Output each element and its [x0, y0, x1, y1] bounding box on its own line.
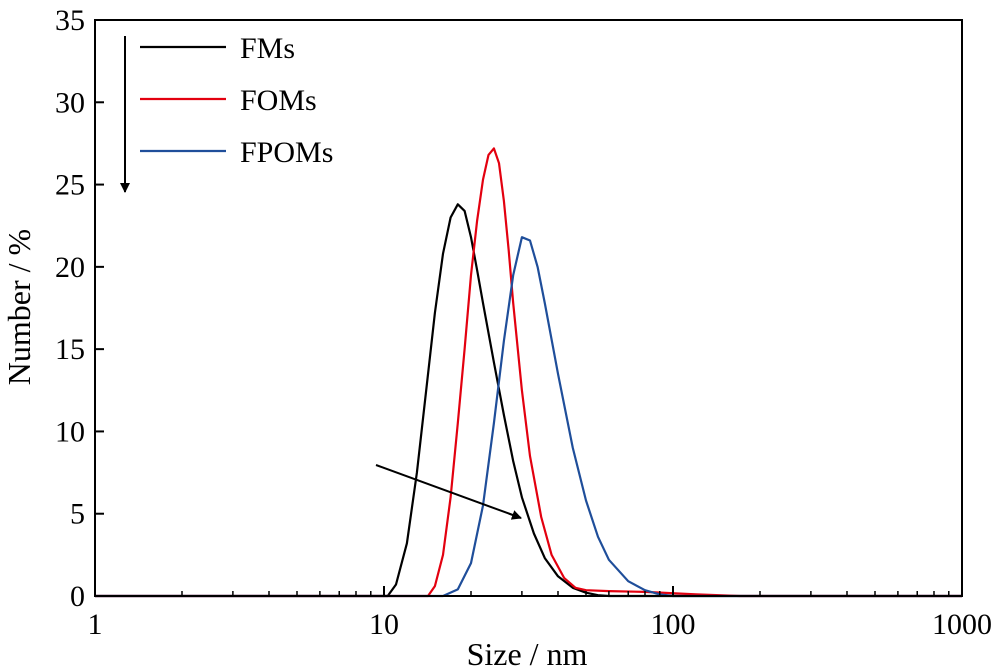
legend-label-fpoms: FPOMs — [240, 136, 333, 169]
x-tick-label: 1000 — [932, 608, 992, 641]
series-line-fms — [95, 203, 962, 598]
series-line-fpoms — [95, 236, 962, 598]
size-shift-arrow — [375, 464, 522, 520]
y-axis-title: Number / % — [1, 229, 37, 385]
axes-layer: 0 5 10 15 20 25 30 35 1 10 100 1000 — [55, 4, 992, 641]
y-tick-label: 20 — [55, 251, 85, 284]
x-tick-label: 1 — [88, 608, 103, 641]
x-tick-label: 100 — [651, 608, 696, 641]
legend: FMs FOMs FPOMs — [140, 32, 333, 169]
y-tick-label: 30 — [55, 86, 85, 119]
y-tick-label: 5 — [70, 498, 85, 531]
y-tick-label: 0 — [70, 580, 85, 613]
x-axis-title: Size / nm — [467, 636, 588, 669]
x-tick-label: 10 — [369, 608, 399, 641]
legend-label-fms: FMs — [240, 32, 295, 65]
y-tick-label: 15 — [55, 333, 85, 366]
series-line-foms — [95, 147, 962, 598]
y-tick-label: 35 — [55, 4, 85, 37]
y-tick-label: 25 — [55, 169, 85, 202]
annotation-layer — [120, 36, 522, 520]
series-layer — [95, 147, 962, 598]
legend-label-foms: FOMs — [240, 84, 317, 117]
plot-frame — [94, 19, 963, 597]
y-tick-label: 10 — [55, 415, 85, 448]
